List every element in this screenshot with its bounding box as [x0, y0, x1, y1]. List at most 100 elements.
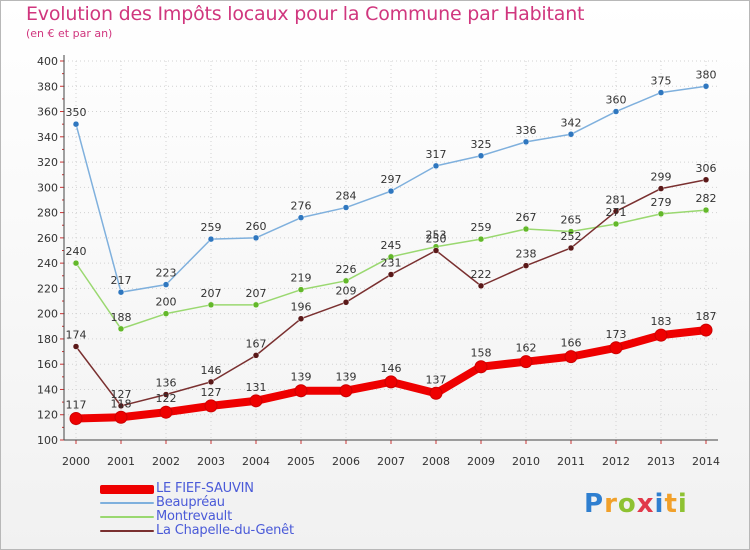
data-label-montrevault-2013: 279: [651, 196, 672, 209]
point-le-fief-sauvin-2013: [654, 328, 668, 342]
point-la-chapelle-du-genet-2002: [162, 391, 170, 398]
y-tick-label-240: 240: [37, 257, 58, 270]
x-tick-label-2003: 2003: [197, 455, 225, 468]
data-label-montrevault-2008: 253: [426, 229, 447, 242]
data-label-beaupreau-2010: 336: [516, 124, 537, 137]
x-tick-label-2006: 2006: [332, 455, 360, 468]
data-label-la-chapelle-du-genet-2012: 281: [606, 193, 627, 206]
x-tick-label-2005: 2005: [287, 455, 315, 468]
data-label-le-fief-sauvin-2011: 166: [561, 337, 582, 350]
data-label-montrevault-2005: 219: [291, 272, 312, 285]
data-label-le-fief-sauvin-2008: 137: [426, 373, 447, 386]
data-label-beaupreau-2005: 276: [291, 200, 312, 213]
x-tick-label-2010: 2010: [512, 455, 540, 468]
data-label-beaupreau-2004: 260: [246, 220, 267, 233]
point-montrevault-2010: [522, 225, 530, 233]
point-montrevault-2007: [387, 253, 395, 261]
y-tick-label-220: 220: [37, 282, 58, 295]
legend-swatch-la-chapelle-du-genet: [100, 530, 154, 532]
chart-title: Evolution des Impôts locaux pour la Comm…: [26, 3, 585, 25]
data-label-la-chapelle-du-genet-2013: 299: [651, 171, 672, 184]
point-montrevault-2014: [702, 206, 710, 214]
x-tick-label-2007: 2007: [377, 455, 405, 468]
data-label-beaupreau-2009: 325: [471, 138, 492, 151]
data-label-le-fief-sauvin-2004: 131: [246, 381, 267, 394]
legend-label-beaupreau: Beaupréau: [156, 495, 225, 510]
y-tick-label-200: 200: [37, 308, 58, 321]
point-beaupreau-2001: [117, 288, 125, 296]
data-label-le-fief-sauvin-2010: 162: [516, 342, 537, 355]
point-le-fief-sauvin-2014: [699, 323, 713, 337]
data-label-le-fief-sauvin-2003: 127: [201, 386, 222, 399]
x-tick-label-2002: 2002: [152, 455, 180, 468]
data-label-beaupreau-2013: 375: [651, 75, 672, 88]
data-label-le-fief-sauvin-2014: 187: [696, 310, 717, 323]
data-label-montrevault-2011: 265: [561, 214, 582, 227]
point-la-chapelle-du-genet-2004: [252, 352, 260, 359]
point-la-chapelle-du-genet-2013: [657, 185, 665, 192]
point-le-fief-sauvin-2011: [564, 350, 578, 364]
y-tick-label-120: 120: [37, 409, 58, 422]
y-tick-label-300: 300: [37, 181, 58, 194]
data-label-montrevault-2006: 226: [336, 263, 357, 276]
point-le-fief-sauvin-2009: [474, 360, 488, 374]
point-le-fief-sauvin-2000: [69, 412, 83, 426]
data-label-montrevault-2000: 240: [66, 245, 87, 258]
data-label-la-chapelle-du-genet-2011: 252: [561, 230, 582, 243]
x-tick-label-2014: 2014: [692, 455, 720, 468]
point-montrevault-2012: [612, 220, 620, 228]
data-label-la-chapelle-du-genet-2005: 196: [291, 301, 312, 314]
x-tick-label-2009: 2009: [467, 455, 495, 468]
data-label-montrevault-2010: 267: [516, 211, 537, 224]
y-tick-label-100: 100: [37, 434, 58, 447]
data-label-la-chapelle-du-genet-2006: 209: [336, 284, 357, 297]
data-label-la-chapelle-du-genet-2014: 306: [696, 162, 717, 175]
point-beaupreau-2004: [252, 234, 260, 242]
point-beaupreau-2009: [477, 152, 485, 159]
point-la-chapelle-du-genet-2000: [72, 343, 80, 350]
point-beaupreau-2012: [612, 108, 620, 115]
y-tick-label-160: 160: [37, 358, 58, 371]
point-la-chapelle-du-genet-2007: [387, 271, 395, 278]
data-label-le-fief-sauvin-2013: 183: [651, 315, 672, 328]
chart-subtitle: (en € et par an): [26, 27, 113, 40]
data-label-beaupreau-2000: 350: [66, 106, 87, 119]
x-tick-label-2001: 2001: [107, 455, 135, 468]
x-tick-label-2008: 2008: [422, 455, 450, 468]
point-beaupreau-2003: [207, 235, 215, 243]
chart-legend: LE FIEF-SAUVIN Beaupréau Montrevault La …: [100, 481, 400, 538]
x-tick-label-2000: 2000: [62, 455, 90, 468]
point-beaupreau-2008: [432, 162, 440, 170]
point-la-chapelle-du-genet-2008: [432, 247, 440, 254]
data-label-le-fief-sauvin-2002: 122: [156, 392, 177, 405]
point-beaupreau-2014: [702, 83, 710, 90]
legend-swatch-montrevault: [100, 516, 154, 518]
point-montrevault-2013: [657, 210, 665, 218]
data-label-la-chapelle-du-genet-2010: 238: [516, 248, 537, 261]
point-la-chapelle-du-genet-2011: [567, 244, 575, 252]
data-label-la-chapelle-du-genet-2003: 146: [201, 364, 222, 377]
x-tick-label-2013: 2013: [647, 455, 675, 468]
point-le-fief-sauvin-2004: [249, 394, 263, 408]
x-tick-label-2011: 2011: [557, 455, 585, 468]
point-montrevault-2000: [72, 259, 80, 267]
data-label-beaupreau-2008: 317: [426, 148, 447, 161]
data-label-le-fief-sauvin-2001: 118: [111, 397, 132, 410]
data-label-le-fief-sauvin-2000: 117: [66, 399, 87, 412]
legend-swatch-le-fief-sauvin: [100, 485, 154, 494]
legend-label-le-fief-sauvin: LE FIEF-SAUVIN: [156, 481, 254, 496]
data-label-le-fief-sauvin-2006: 139: [336, 371, 357, 384]
point-la-chapelle-du-genet-2001: [117, 402, 125, 410]
data-label-beaupreau-2001: 217: [111, 274, 132, 287]
y-tick-label-400: 400: [37, 55, 58, 68]
point-la-chapelle-du-genet-2009: [477, 282, 485, 290]
legend-swatch-beaupreau: [100, 502, 154, 504]
data-label-beaupreau-2014: 380: [696, 68, 717, 81]
point-montrevault-2005: [297, 286, 305, 293]
point-montrevault-2003: [207, 301, 215, 309]
y-tick-label-320: 320: [37, 156, 58, 169]
data-label-beaupreau-2002: 223: [156, 267, 177, 280]
point-beaupreau-2011: [567, 131, 575, 138]
